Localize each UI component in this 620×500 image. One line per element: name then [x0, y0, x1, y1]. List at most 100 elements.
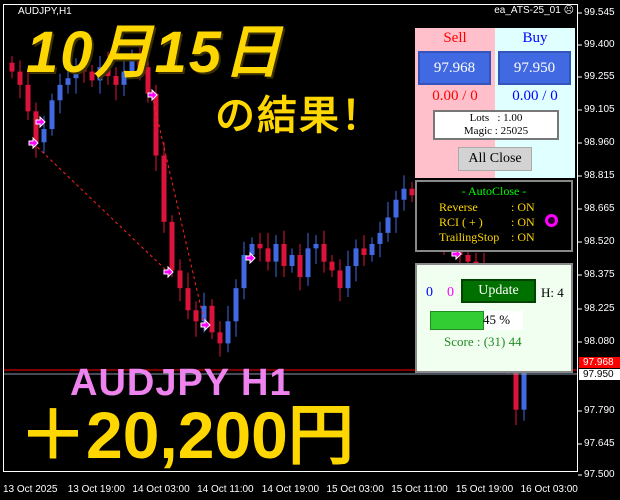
candle-body: [241, 254, 247, 289]
candle-body: [273, 243, 279, 262]
price-tick: 98.225: [584, 303, 615, 314]
h-value: H: 4: [541, 285, 564, 300]
candle-body: [129, 56, 135, 72]
progress-bar: [430, 311, 523, 330]
candle-body: [145, 67, 151, 94]
score-value: Score : (31) 44: [444, 334, 522, 349]
trade-arrow-icon: [28, 136, 39, 150]
candle-body: [25, 84, 31, 112]
candle-body: [97, 67, 103, 81]
price-tick: 99.400: [584, 39, 615, 50]
lots-value: Lots : 1.00: [469, 112, 523, 124]
overlay-pair-label: AUDJPY H1: [70, 362, 292, 404]
time-tick: 15 Oct 03:00: [326, 484, 384, 495]
candle-body: [105, 67, 111, 76]
update-button[interactable]: Update: [461, 279, 536, 303]
price-tick: 98.960: [584, 137, 615, 148]
price-tick: 98.520: [584, 236, 615, 247]
price-tick: 99.545: [584, 7, 615, 18]
count-magenta: 0: [447, 285, 454, 300]
row-label: Reverse: [439, 200, 478, 214]
trade-arrow-icon: [245, 251, 256, 265]
trade-line: [32, 142, 169, 273]
overlay-result-label: の結果！: [215, 94, 383, 138]
trade-arrow-icon: [163, 265, 174, 279]
autoclose-title: - AutoClose -: [461, 184, 527, 198]
candle-body: [369, 243, 375, 255]
candle-body: [177, 270, 183, 289]
time-tick: 16 Oct 03:00: [520, 484, 578, 495]
lots-magic-box: Lots : 1.00 Magic : 25025: [433, 110, 559, 140]
candle-body: [161, 155, 167, 222]
candle-body: [305, 248, 311, 278]
all-close-button[interactable]: All Close: [458, 147, 532, 171]
row-value: : ON: [511, 215, 535, 229]
candle-body: [313, 243, 319, 249]
time-tick: 15 Oct 11:00: [391, 484, 448, 495]
ea-label: ea_ATS-25_01: [494, 5, 561, 16]
candle-body: [265, 248, 271, 262]
trade-line: [151, 94, 206, 326]
magic-value: Magic : 25025: [463, 125, 529, 137]
candle-body: [329, 261, 335, 271]
ask-price-tag: 97.968: [579, 357, 620, 368]
buy-button[interactable]: 97.950: [498, 51, 571, 85]
candle-body: [81, 67, 87, 72]
price-tick: 98.665: [584, 203, 615, 214]
sell-label: Sell: [443, 30, 467, 46]
autoclose-row: TrailingStop: ON: [439, 230, 535, 245]
price-tick: 97.645: [584, 438, 615, 449]
candle-body: [41, 129, 47, 143]
price-tick: 98.080: [584, 336, 615, 347]
candle-body: [321, 243, 327, 262]
candle-body: [465, 254, 471, 262]
candle-body: [17, 71, 23, 85]
candle-body: [9, 62, 15, 72]
candle-body: [65, 78, 71, 85]
time-tick: 13 Oct 2025: [3, 484, 58, 495]
candle-body: [49, 100, 55, 130]
candle-body: [377, 232, 383, 244]
candle-body: [73, 67, 79, 79]
autoclose-panel: - AutoClose - Reverse: ON RCI ( + ): ON …: [415, 180, 573, 252]
price-tick: 99.105: [584, 104, 615, 115]
time-tick: 14 Oct 11:00: [197, 484, 254, 495]
status-indicator-icon: [545, 214, 558, 227]
time-tick: 14 Oct 03:00: [132, 484, 190, 495]
candle-body: [257, 243, 263, 249]
overlay-date-title: 10月15日: [26, 20, 284, 85]
time-tick: 15 Oct 19:00: [455, 484, 514, 495]
candle-body: [281, 243, 287, 267]
candle-body: [193, 310, 199, 322]
candle-body: [337, 270, 343, 289]
trade-panel: Sell 97.968 0.00 / 0 Buy 97.950 0.00 / 0: [415, 28, 575, 178]
ea-name: ea_ATS-25_01 ☹: [494, 5, 574, 16]
candle-body: [137, 56, 143, 68]
candle-body: [217, 332, 223, 344]
candle-body: [225, 321, 231, 344]
candle-body: [513, 365, 519, 410]
price-tick: 98.375: [584, 269, 615, 280]
progress-label: 45 %: [483, 312, 511, 327]
candle-body: [361, 248, 367, 255]
candle-body: [393, 199, 399, 218]
candle-body: [153, 93, 159, 156]
candle-body: [353, 248, 359, 267]
candle-body: [185, 288, 191, 311]
sell-button[interactable]: 97.968: [418, 51, 491, 85]
status-panel: 0 0 Update H: 4 45 % Score : (31) 44: [415, 263, 573, 373]
candle-body: [401, 188, 407, 200]
row-value: : ON: [511, 200, 535, 214]
trade-arrow-icon: [147, 88, 158, 102]
candle-body: [113, 75, 119, 85]
sell-pl: 0.00 / 0: [432, 88, 478, 104]
candle-body: [409, 188, 415, 196]
trade-arrow-icon: [200, 318, 211, 332]
candle-body: [289, 254, 295, 267]
row-label: TrailingStop: [439, 230, 500, 244]
candle-body: [201, 305, 207, 322]
overlay-profit: ＋20,200円: [20, 398, 354, 472]
candle-body: [385, 217, 391, 233]
buy-label: Buy: [522, 30, 548, 46]
